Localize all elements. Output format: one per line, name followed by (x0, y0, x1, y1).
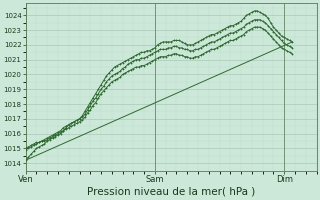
X-axis label: Pression niveau de la mer( hPa ): Pression niveau de la mer( hPa ) (87, 187, 255, 197)
